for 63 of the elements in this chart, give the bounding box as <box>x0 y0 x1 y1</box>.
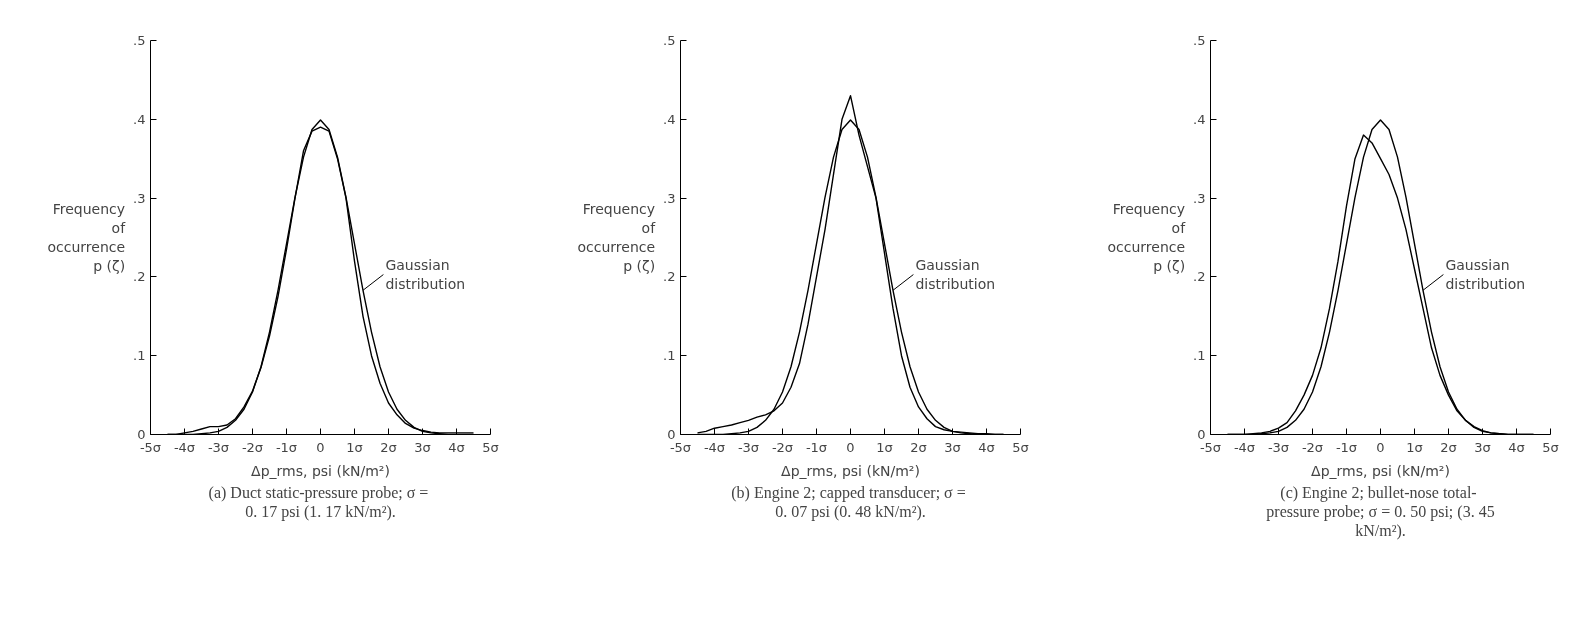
y-axis-title: Frequency of occurrence p (ζ) <box>1107 200 1187 275</box>
text: (a) Duct static-pressure probe; σ = 0. 17 psi (1. 17 kN/m²). <box>208 483 429 521</box>
y-tick-label: .5 <box>1193 33 1206 48</box>
x-tick-label: 2σ <box>910 439 927 455</box>
y-tick-label: .4 <box>133 111 146 127</box>
x-tick-label: -4σ <box>1233 439 1256 455</box>
x-tick-label: 0 <box>1376 439 1385 455</box>
x-axis-title: Δp_rms, psi (kN/m²) <box>781 462 920 479</box>
x-tick-label: -1σ <box>275 439 298 455</box>
x-tick-label: -2σ <box>241 439 264 455</box>
x-tick-label: -5σ <box>669 439 692 455</box>
x-tick-label: -3σ <box>1267 439 1290 455</box>
x-tick-label: 1σ <box>876 439 893 455</box>
x-tick-label: -5σ <box>139 439 162 455</box>
x-tick-label: 5σ <box>482 439 499 455</box>
x-tick-label: -4σ <box>703 439 726 455</box>
x-tick-label: 0 <box>316 439 325 455</box>
y-tick-label: .2 <box>663 269 676 285</box>
x-tick-label: 0 <box>846 439 855 455</box>
y-tick-label: .3 <box>1193 190 1206 206</box>
y-tick-label: .5 <box>663 33 676 48</box>
x-tick-label: 3σ <box>414 439 431 455</box>
legend-label: Gaussian distribution <box>915 256 996 293</box>
x-tick-label: -2σ <box>1301 439 1324 455</box>
y-tick-label: 0 <box>1197 427 1206 442</box>
y-tick-label: .3 <box>663 190 676 206</box>
y-tick-label: .1 <box>663 348 676 364</box>
y-tick-label: .4 <box>1193 111 1206 127</box>
y-tick-label: 0 <box>137 427 146 442</box>
text: (b) Engine 2; capped transducer; σ = 0. 07 psi (0. 48 kN/m²). <box>731 483 966 521</box>
legend-label: Gaussian distribution <box>385 256 466 293</box>
x-tick-label: 3σ <box>944 439 961 455</box>
x-tick-label: 2σ <box>1440 439 1457 455</box>
y-tick-label: 0 <box>667 427 676 442</box>
x-tick-label: -2σ <box>771 439 794 455</box>
y-tick-label: .1 <box>1193 348 1206 364</box>
x-tick-label: 1σ <box>346 439 363 455</box>
legend-label: Gaussian distribution <box>1445 256 1526 293</box>
y-tick-label: .2 <box>133 269 146 285</box>
x-tick-label: -4σ <box>173 439 196 455</box>
x-tick-label: 5σ <box>1542 439 1559 455</box>
y-tick-label: .4 <box>663 111 676 127</box>
x-tick-label: 5σ <box>1012 439 1029 455</box>
x-tick-label: -1σ <box>805 439 828 455</box>
x-tick-label: 1σ <box>1406 439 1423 455</box>
y-tick-label: .5 <box>133 33 146 48</box>
y-tick-label: .2 <box>1193 269 1206 285</box>
x-tick-label: 4σ <box>978 439 995 455</box>
x-tick-label: 2σ <box>380 439 397 455</box>
x-axis-title: Δp_rms, psi (kN/m²) <box>1311 462 1450 479</box>
x-tick-label: -3σ <box>207 439 230 455</box>
x-axis-title: Δp_rms, psi (kN/m²) <box>251 462 390 479</box>
y-axis-title: Frequency of occurrence p (ζ) <box>577 200 657 275</box>
x-tick-label: -1σ <box>1335 439 1358 455</box>
y-tick-label: .1 <box>133 348 146 364</box>
x-tick-label: -3σ <box>737 439 760 455</box>
x-tick-label: -5σ <box>1199 439 1222 455</box>
y-tick-label: .3 <box>133 190 146 206</box>
x-tick-label: 3σ <box>1474 439 1491 455</box>
y-axis-title: Frequency of occurrence p (ζ) <box>47 200 127 275</box>
x-tick-label: 4σ <box>1508 439 1525 455</box>
text: (c) Engine 2; bullet-nose total-pressure probe; σ = 0. 50 psi; (3. 45 kN/m²). <box>1266 483 1495 540</box>
x-tick-label: 4σ <box>448 439 465 455</box>
